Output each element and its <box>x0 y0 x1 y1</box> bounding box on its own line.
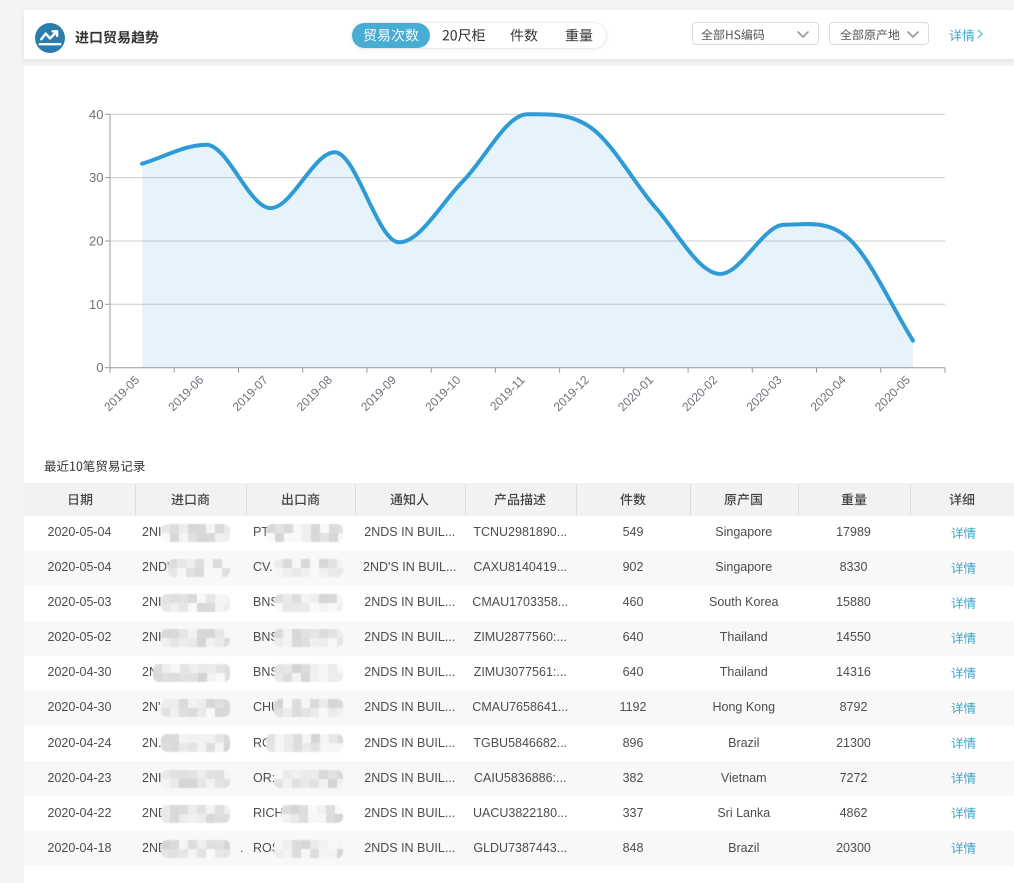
svg-text:2019-12: 2019-12 <box>551 373 592 414</box>
svg-text:2020-01: 2020-01 <box>615 373 656 414</box>
svg-text:2020-02: 2020-02 <box>679 373 720 414</box>
svg-text:2019-10: 2019-10 <box>422 373 463 414</box>
svg-text:2019-05: 2019-05 <box>101 373 142 414</box>
svg-text:2020-04: 2020-04 <box>808 373 849 414</box>
svg-text:2019-09: 2019-09 <box>358 373 399 414</box>
svg-text:40: 40 <box>89 107 103 122</box>
svg-text:0: 0 <box>96 360 103 375</box>
svg-text:2020-05: 2020-05 <box>872 373 913 414</box>
svg-text:2019-06: 2019-06 <box>165 373 206 414</box>
svg-text:2019-07: 2019-07 <box>230 373 271 414</box>
svg-text:30: 30 <box>89 170 103 185</box>
svg-text:2019-11: 2019-11 <box>487 373 528 414</box>
svg-text:10: 10 <box>89 297 103 312</box>
svg-text:2020-03: 2020-03 <box>743 373 784 414</box>
svg-text:20: 20 <box>89 234 103 249</box>
svg-text:2019-08: 2019-08 <box>294 373 335 414</box>
